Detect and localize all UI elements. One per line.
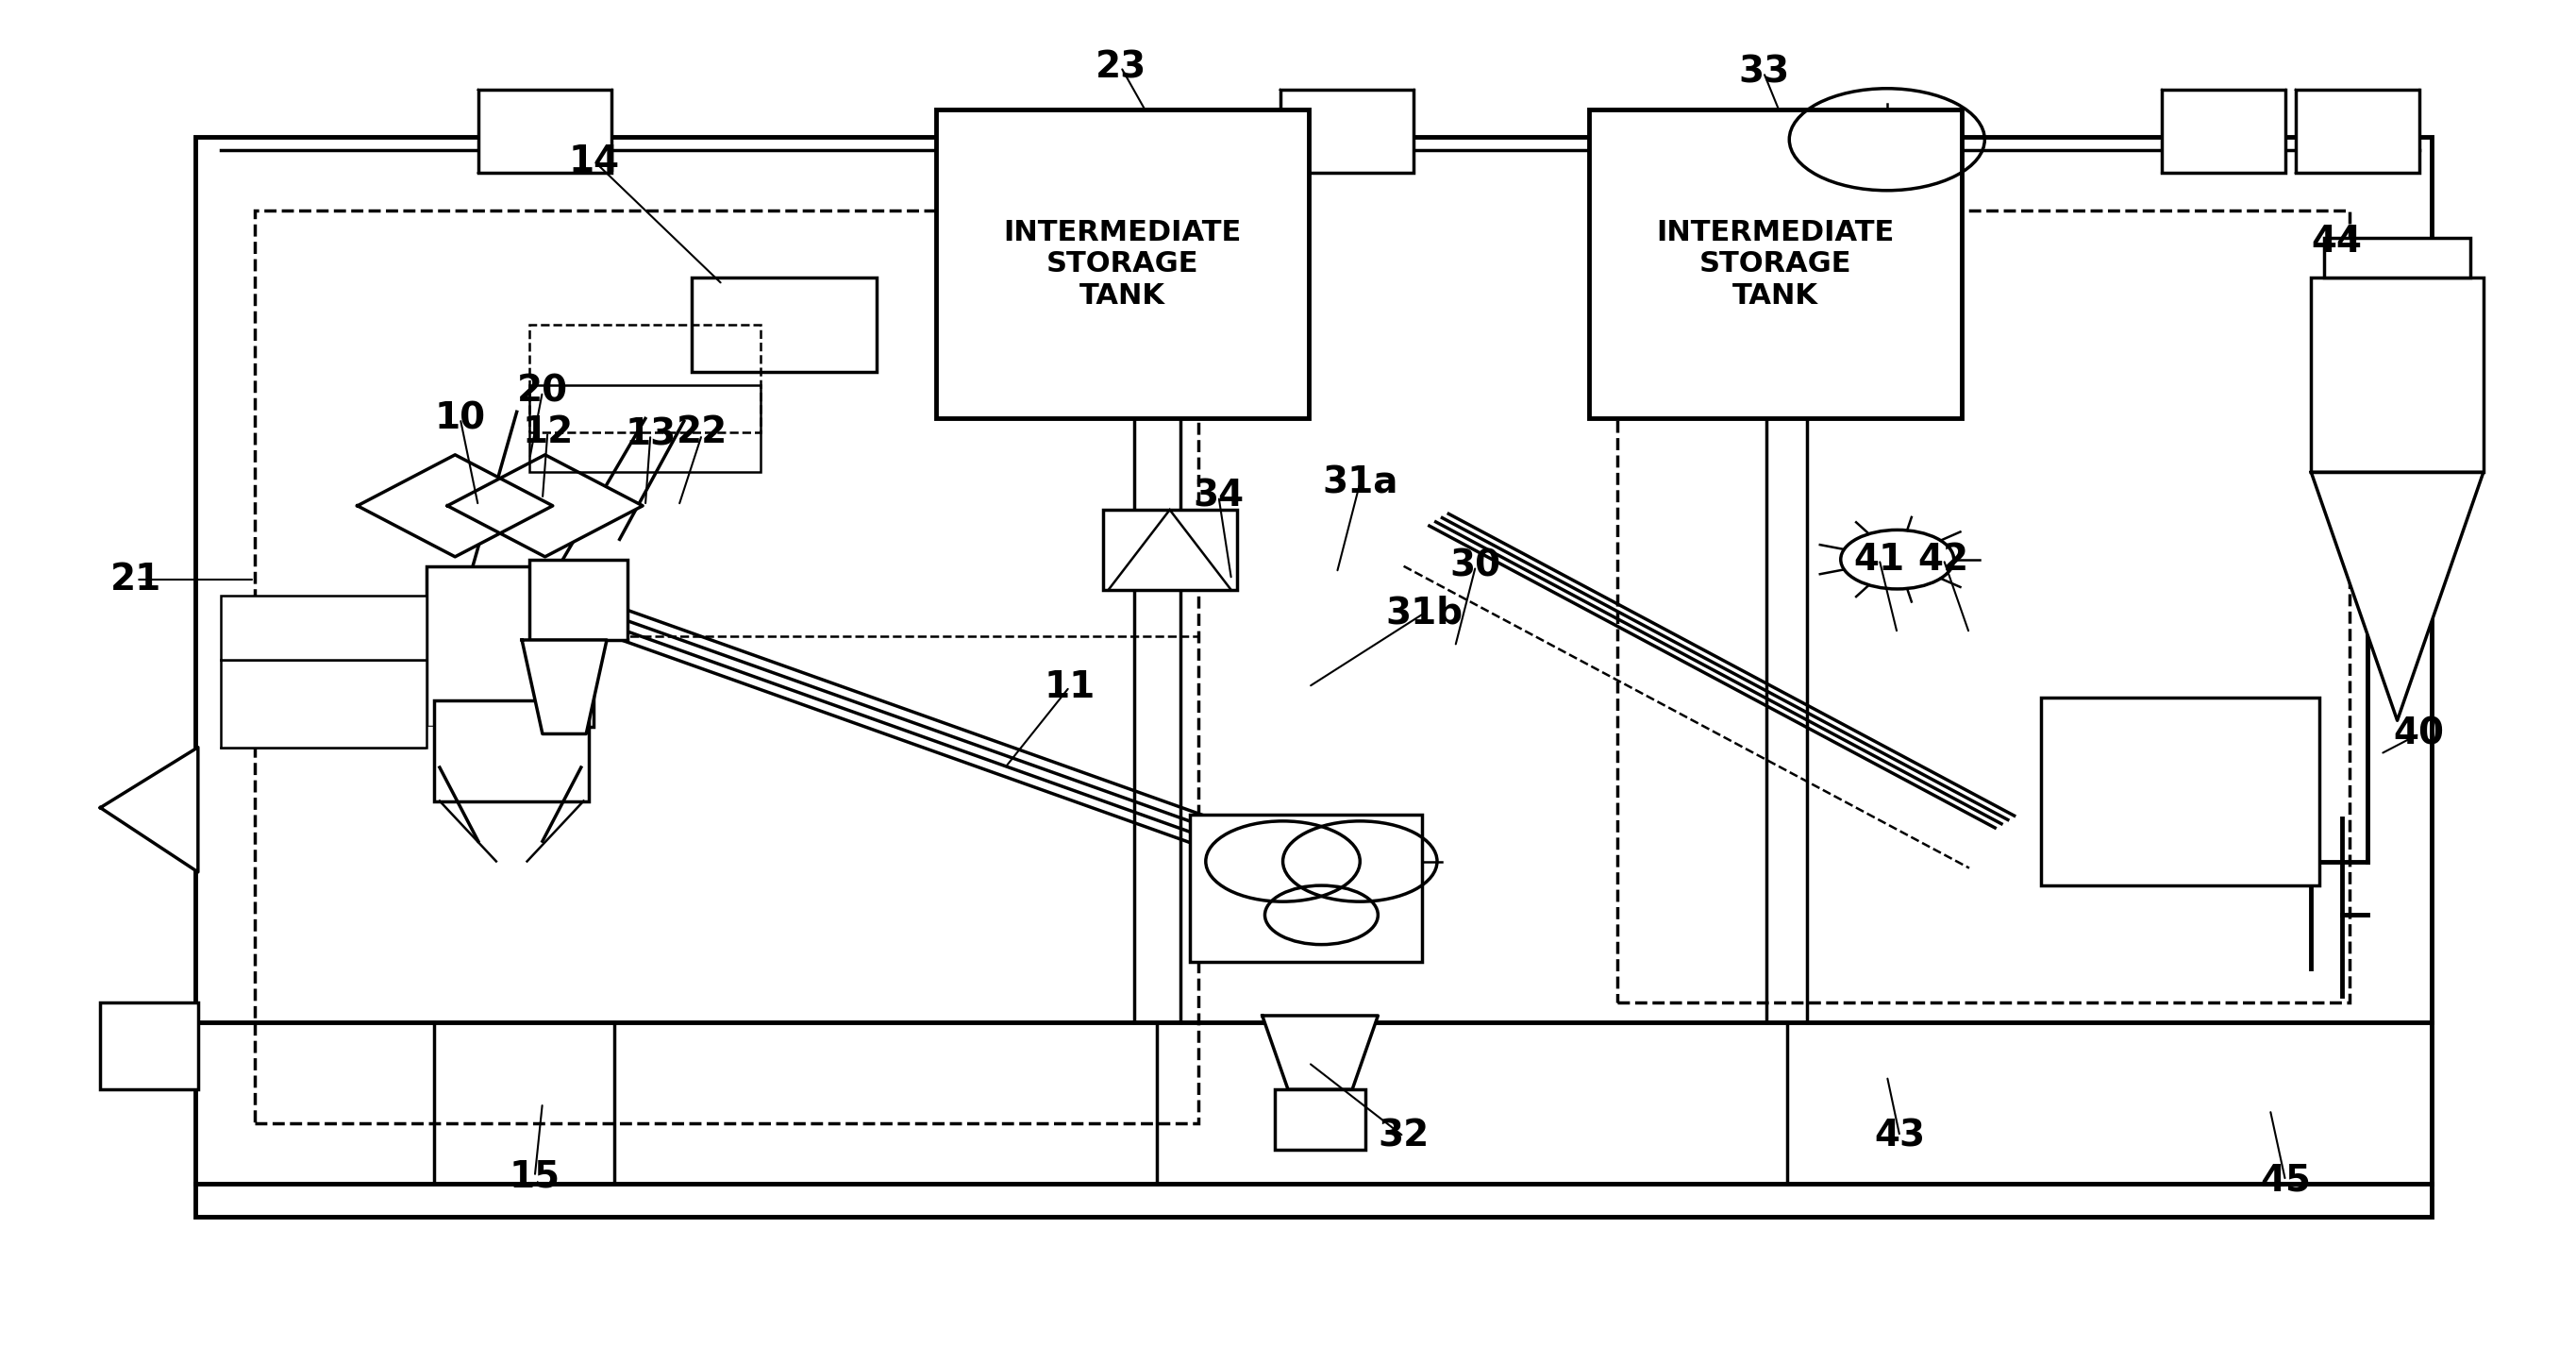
Text: 42: 42 (1919, 541, 1968, 578)
Polygon shape (100, 748, 198, 872)
Text: INTERMEDIATE
STORAGE
TANK: INTERMEDIATE STORAGE TANK (1002, 218, 1242, 310)
Text: 44: 44 (2311, 224, 2362, 260)
Polygon shape (2311, 473, 2483, 721)
Bar (1103, 509, 1236, 590)
Bar (1280, 90, 1414, 172)
Text: 30: 30 (1450, 548, 1502, 585)
Bar (2311, 277, 2483, 473)
Text: 41: 41 (1855, 541, 1904, 578)
Bar (531, 325, 760, 432)
Polygon shape (1262, 1016, 1378, 1090)
Bar (531, 385, 760, 473)
Text: 45: 45 (2259, 1162, 2311, 1199)
Bar (2161, 90, 2285, 172)
Bar (1618, 210, 2349, 1002)
Text: 31a: 31a (1321, 465, 1399, 501)
Text: 12: 12 (523, 414, 574, 450)
Bar (690, 277, 876, 372)
Bar (935, 110, 1309, 419)
Bar (1275, 1090, 1365, 1150)
Text: 13: 13 (626, 416, 675, 453)
Text: 32: 32 (1378, 1118, 1430, 1154)
Text: 11: 11 (1043, 669, 1095, 704)
Text: 15: 15 (510, 1158, 562, 1195)
Polygon shape (523, 640, 608, 734)
Bar (435, 700, 590, 801)
Bar (1589, 110, 1960, 419)
Bar (2040, 698, 2318, 885)
Bar (100, 1002, 198, 1090)
Text: 33: 33 (1739, 54, 1790, 90)
Polygon shape (448, 455, 644, 556)
Text: 14: 14 (569, 143, 618, 179)
Bar (531, 559, 629, 640)
Text: 31b: 31b (1386, 595, 1463, 630)
Text: 20: 20 (518, 374, 569, 409)
Bar (222, 595, 428, 660)
Bar (196, 137, 2432, 1216)
Text: 34: 34 (1193, 478, 1244, 515)
Text: INTERMEDIATE
STORAGE
TANK: INTERMEDIATE STORAGE TANK (1656, 218, 1893, 310)
Text: 10: 10 (435, 400, 487, 436)
Bar (2324, 237, 2470, 277)
Text: 23: 23 (1095, 48, 1146, 85)
Bar (222, 660, 428, 748)
Bar (428, 566, 595, 727)
Polygon shape (358, 455, 554, 556)
Text: 21: 21 (111, 562, 162, 598)
Text: 22: 22 (677, 414, 726, 450)
Bar (255, 210, 1198, 1123)
Text: 43: 43 (1875, 1118, 1924, 1154)
Bar (2295, 90, 2419, 172)
Polygon shape (428, 727, 505, 795)
Text: 40: 40 (2393, 717, 2445, 752)
Bar (1190, 815, 1422, 962)
Bar (479, 90, 613, 172)
